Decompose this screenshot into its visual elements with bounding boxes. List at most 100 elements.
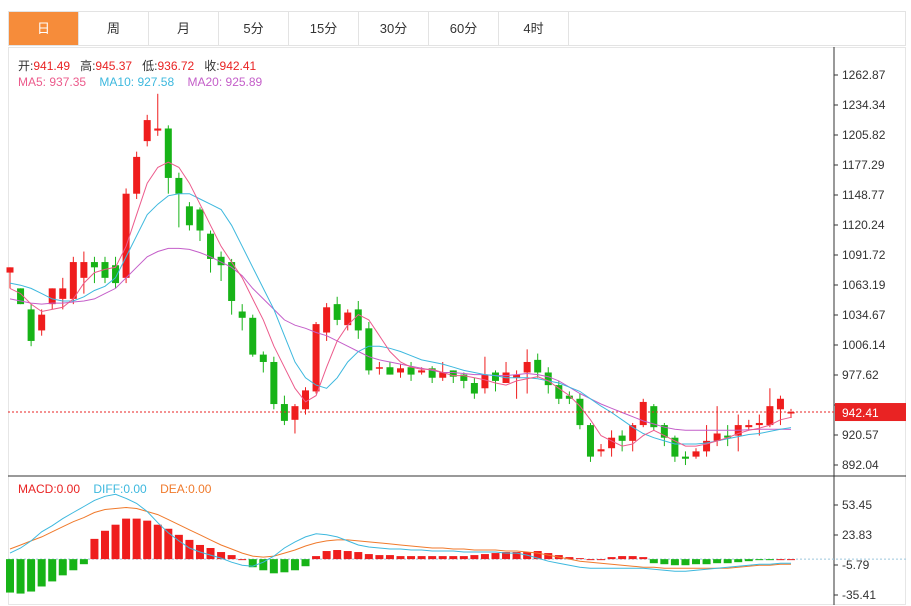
candle-down xyxy=(660,425,668,438)
macd-bar xyxy=(185,539,194,560)
macd-bar xyxy=(58,559,67,576)
candle-up xyxy=(418,370,426,373)
macd-bar xyxy=(702,559,711,565)
period-tabs: 日周月 5分 15分 30分 60分 4时 xyxy=(8,11,906,46)
candle-down xyxy=(449,370,457,377)
candle-up xyxy=(692,451,700,457)
macd-bar xyxy=(533,551,542,560)
candle-down xyxy=(17,288,25,305)
diff-label: DIFF: xyxy=(93,482,124,496)
macd-bar xyxy=(449,556,458,560)
macd-bar xyxy=(597,559,606,561)
macd-bar xyxy=(681,559,690,566)
open-value: 941.49 xyxy=(33,59,71,73)
ma10-value: 927.58 xyxy=(137,75,175,89)
candle-down xyxy=(618,435,626,441)
macd-bar xyxy=(217,552,226,560)
ma10-line xyxy=(9,193,792,445)
candle-up xyxy=(143,120,151,142)
tab-3[interactable]: 5分 xyxy=(219,12,289,45)
macd-tick-label: 53.45 xyxy=(842,498,872,512)
candle-down xyxy=(185,206,193,226)
macd-bar xyxy=(69,559,78,571)
macd-bar xyxy=(459,556,468,560)
candle-down xyxy=(428,368,436,378)
candle-down xyxy=(249,317,257,355)
price-tick-label: 1006.14 xyxy=(842,338,886,352)
tab-2[interactable]: 月 xyxy=(149,12,219,45)
candle-down xyxy=(27,309,35,341)
macd-bar xyxy=(48,559,57,582)
macd-value: 0.00 xyxy=(56,482,81,496)
macd-bar xyxy=(206,547,215,560)
macd-bar xyxy=(354,552,363,560)
candle-down xyxy=(470,383,478,394)
ma10-label: MA10: xyxy=(99,75,135,89)
low-value: 936.72 xyxy=(157,59,195,73)
macd-bar xyxy=(491,553,500,560)
price-tick-label: 1205.82 xyxy=(842,128,886,142)
candle-down xyxy=(238,311,246,318)
candle-up xyxy=(344,312,352,326)
price-tick-label: 1034.67 xyxy=(842,308,886,322)
open-label: 开: xyxy=(18,59,34,73)
candle-down xyxy=(534,359,542,373)
candle-up xyxy=(523,361,531,373)
macd-bar xyxy=(269,559,278,574)
macd-bar xyxy=(16,559,25,594)
ma20-label: MA20: xyxy=(187,75,223,89)
tab-0[interactable]: 日 xyxy=(9,12,79,45)
macd-bar xyxy=(333,550,342,560)
price-tick-label: 1120.24 xyxy=(842,218,885,232)
macd-bar xyxy=(544,553,553,560)
candle-down xyxy=(207,233,215,259)
candle-down xyxy=(333,304,341,320)
macd-bar xyxy=(428,556,437,560)
tab-4[interactable]: 15分 xyxy=(289,12,359,45)
tab-5[interactable]: 30分 xyxy=(359,12,429,45)
macd-bar xyxy=(238,559,247,561)
candle-down xyxy=(671,437,679,457)
macd-bar xyxy=(787,559,795,561)
macd-bar xyxy=(290,559,299,571)
macd-bar xyxy=(174,534,183,560)
macd-bar xyxy=(438,556,447,560)
close-label: 收: xyxy=(204,59,220,73)
macd-bar xyxy=(111,524,120,560)
price-tick-label: 1091.72 xyxy=(842,248,886,262)
candle-up xyxy=(122,193,130,278)
candle-up xyxy=(375,367,383,369)
ma20-line xyxy=(9,247,792,431)
candle-up xyxy=(38,314,46,331)
high-value: 945.37 xyxy=(95,59,133,73)
candle-up xyxy=(133,156,141,194)
macd-bar xyxy=(343,551,352,560)
ma5-value: 937.35 xyxy=(49,75,87,89)
macd-bar xyxy=(407,556,416,560)
tab-7[interactable]: 4时 xyxy=(499,12,569,45)
macd-bar xyxy=(502,552,511,560)
ma5-line xyxy=(9,161,792,447)
candle-down xyxy=(491,372,499,381)
price-tick-label: 1262.87 xyxy=(842,68,886,82)
candle-down xyxy=(164,128,172,178)
candle-up xyxy=(745,425,753,428)
macd-bar xyxy=(322,551,331,560)
macd-bar xyxy=(670,559,679,566)
macd-bar xyxy=(660,559,669,565)
macd-bar xyxy=(607,557,616,560)
macd-bar xyxy=(692,559,701,565)
candle-down xyxy=(365,328,373,371)
candle-down xyxy=(586,425,594,457)
last-price-label: 942.41 xyxy=(842,406,879,420)
candle-up xyxy=(439,372,447,378)
price-tick-label: 1063.19 xyxy=(842,278,886,292)
macd-bar xyxy=(143,520,152,560)
candle-down xyxy=(270,361,278,405)
candle-up xyxy=(59,288,67,299)
tab-1[interactable]: 周 xyxy=(79,12,149,45)
macd-bar xyxy=(280,559,289,573)
tab-6[interactable]: 60分 xyxy=(429,12,499,45)
candle-down xyxy=(555,385,563,399)
